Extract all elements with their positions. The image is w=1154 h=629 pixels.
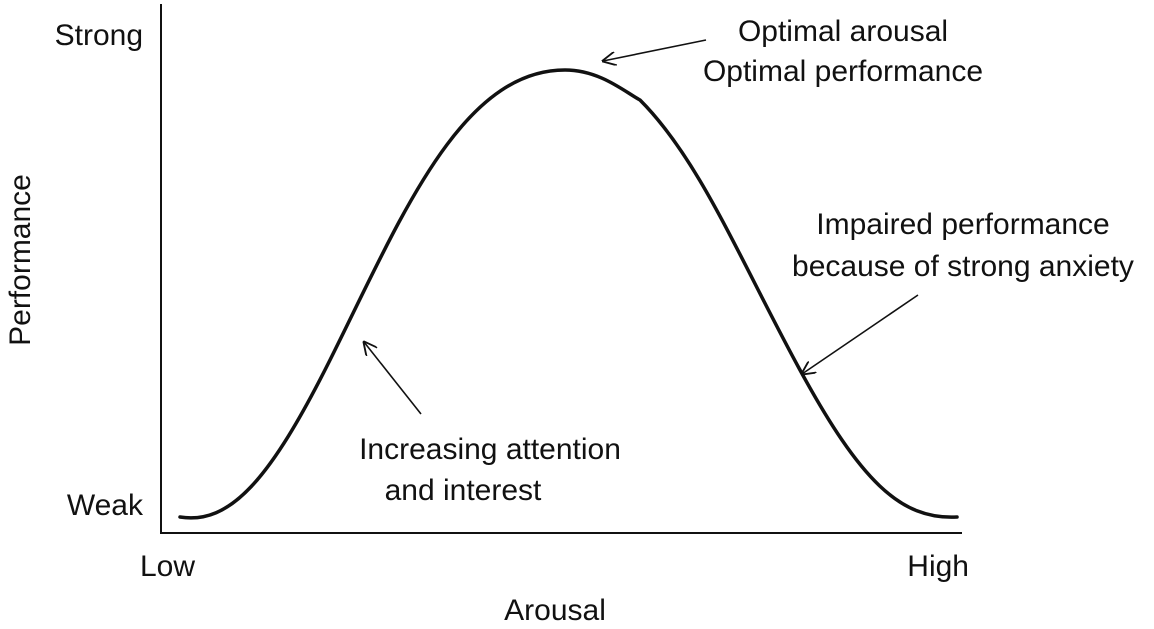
peak-annotation-line2: Optimal performance <box>703 55 983 88</box>
x-axis-right-label: High <box>907 550 969 583</box>
right-annotation-line1: Impaired performance <box>816 208 1109 241</box>
right-annotation-line2: because of strong anxiety <box>792 250 1134 283</box>
x-axis-left-label: Low <box>140 550 195 583</box>
right-arrow <box>802 294 919 374</box>
left-annotation-line2: and interest <box>385 474 542 507</box>
peak-arrow <box>603 39 707 61</box>
y-axis-bottom-label: Weak <box>67 489 144 522</box>
left-annotation-line1: Increasing attention <box>359 433 621 466</box>
performance-curve <box>178 68 959 520</box>
y-axis-top-label: Strong <box>55 19 143 52</box>
x-axis-title: Arousal <box>504 594 606 627</box>
y-axis-title: Performance <box>4 174 37 346</box>
peak-annotation-line1: Optimal arousal <box>738 15 948 48</box>
left-arrow <box>364 342 422 415</box>
